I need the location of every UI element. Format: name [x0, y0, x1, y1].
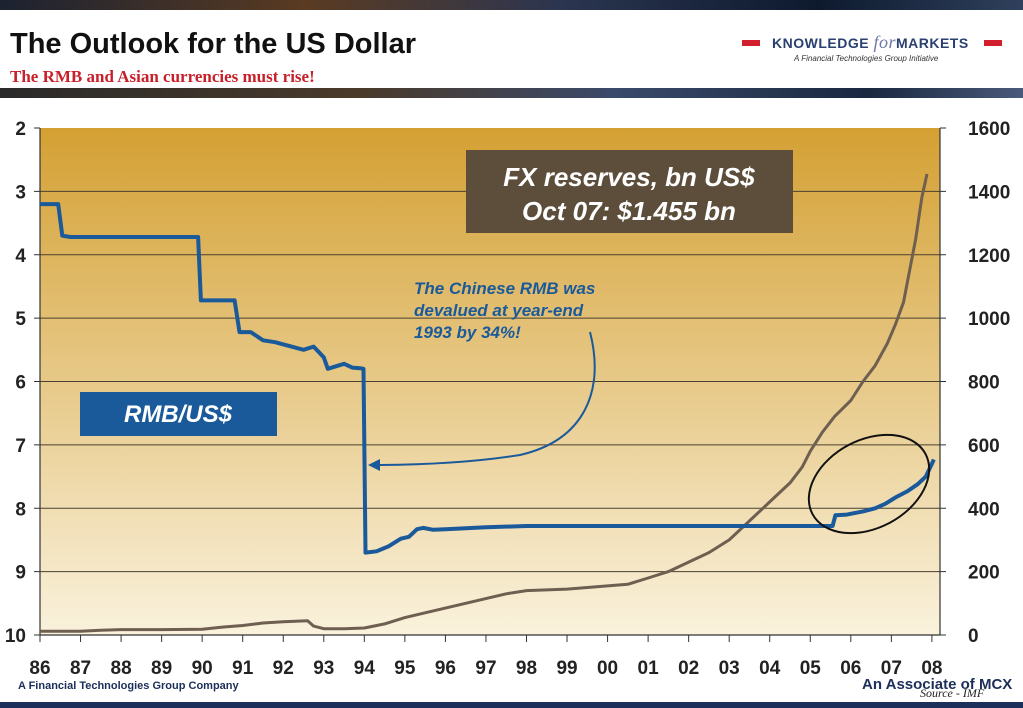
logo-tagline: A Financial Technologies Group Initiativ…	[794, 54, 939, 63]
right-tick-label: 600	[968, 436, 1000, 457]
x-tick-label: 89	[151, 658, 172, 676]
x-tick-label: 93	[313, 658, 334, 676]
left-axis-ticks: 2 3 4 5 6 7 8 9 10	[5, 119, 40, 647]
fx-callout-line-2: Oct 07: $1.455 bn	[522, 196, 736, 226]
fx-callout-box	[466, 150, 793, 233]
right-tick-label: 1000	[968, 309, 1010, 330]
left-tick-label: 9	[15, 563, 26, 584]
x-tick-label: 88	[111, 658, 132, 676]
logo-bar-left	[742, 40, 760, 46]
x-tick-label: 94	[354, 658, 376, 676]
footer-band	[0, 702, 1023, 708]
left-tick-label: 4	[15, 246, 26, 267]
right-tick-label: 400	[968, 499, 1000, 520]
right-tick-label: 0	[968, 626, 979, 647]
left-tick-label: 10	[5, 626, 26, 647]
x-tick-label: 96	[435, 658, 456, 676]
rmb-label: RMB/US$	[124, 401, 233, 428]
x-tick-label: 95	[394, 658, 416, 676]
left-tick-label: 8	[15, 499, 26, 520]
fx-reserves-line	[40, 173, 929, 633]
right-axis-ticks: 0 200 400 600 800 1000 1200 1400 1600	[940, 119, 1010, 647]
knowledge-for-markets-logo: KNOWLEDGE forMARKETS A Financial Technol…	[742, 30, 1002, 70]
right-tick-label: 200	[968, 563, 1000, 584]
footer-source: Source - IMF	[920, 686, 985, 700]
x-tick-label: 99	[556, 658, 577, 676]
highlight-ellipse	[807, 433, 931, 535]
rmb-usd-line	[40, 202, 936, 555]
slide-header: The Outlook for the US Dollar The RMB an…	[0, 10, 1023, 90]
left-tick-label: 6	[15, 373, 26, 394]
devaluation-note-line-2: devalued at year-end	[414, 301, 584, 320]
right-tick-label: 1200	[968, 246, 1010, 267]
x-tick-label: 06	[840, 658, 861, 676]
footer-company: A Financial Technologies Group Company	[18, 680, 239, 692]
x-tick-label: 87	[70, 658, 91, 676]
top-banner	[0, 0, 1023, 10]
left-tick-label: 3	[15, 182, 26, 203]
x-tick-label: 08	[921, 658, 942, 676]
x-tick-label: 91	[232, 658, 254, 676]
logo-name: KNOWLEDGE forMARKETS	[772, 32, 969, 52]
logo-bar-right	[984, 40, 1002, 46]
x-tick-label: 97	[475, 658, 496, 676]
rmb-label-box	[80, 392, 277, 436]
x-tick-label: 02	[678, 658, 699, 676]
slide-subtitle: The RMB and Asian currencies must rise!	[10, 67, 315, 86]
footer-associate: An Associate of MCX	[862, 676, 1013, 693]
devaluation-note-line-1: The Chinese RMB was	[414, 279, 595, 298]
left-tick-label: 5	[15, 309, 26, 330]
x-tick-label: 98	[516, 658, 537, 676]
x-tick-label: 04	[759, 658, 781, 676]
x-tick-label: 92	[273, 658, 294, 676]
right-tick-label: 1400	[968, 182, 1010, 203]
mid-banner	[0, 88, 1023, 98]
x-tick-label: 03	[719, 658, 740, 676]
x-tick-label: 05	[800, 658, 822, 676]
left-tick-label: 2	[15, 119, 26, 140]
x-tick-label: 86	[29, 658, 50, 676]
x-axis-ticks: 86 87 88 89 90 91 92 93 94 95 96 97 98 99 00 01 02 03 04 05…	[29, 635, 942, 676]
fx-callout-line-1: FX reserves, bn US$	[503, 162, 755, 192]
x-tick-label: 00	[597, 658, 618, 676]
x-tick-label: 07	[881, 658, 902, 676]
left-tick-label: 7	[15, 436, 26, 457]
slide-title: The Outlook for the US Dollar	[10, 28, 417, 60]
devaluation-arrow	[371, 331, 596, 466]
x-tick-label: 90	[192, 658, 213, 676]
grid-lines	[40, 190, 940, 573]
right-tick-label: 800	[968, 373, 1000, 394]
devaluation-note-line-3: 1993 by 34%!	[414, 323, 521, 342]
x-tick-label: 01	[638, 658, 660, 676]
right-tick-label: 1600	[968, 119, 1010, 140]
devaluation-arrowhead	[368, 459, 380, 471]
